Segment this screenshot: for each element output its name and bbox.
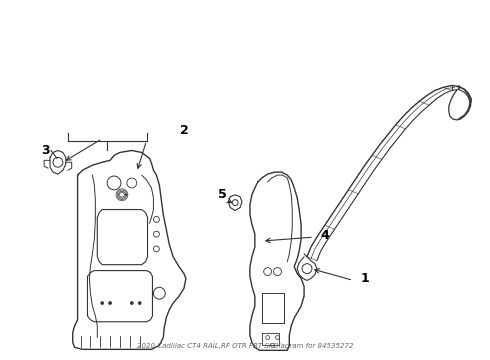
Circle shape: [130, 302, 133, 305]
Text: 1: 1: [360, 272, 369, 285]
Circle shape: [109, 302, 112, 305]
Text: 4: 4: [321, 229, 330, 242]
Circle shape: [101, 302, 104, 305]
Circle shape: [138, 302, 141, 305]
Text: 5: 5: [218, 188, 227, 201]
Text: 2: 2: [179, 124, 188, 137]
Text: 2020 Cadillac CT4 RAIL,RF OTR FRT SI Diagram for 84535272: 2020 Cadillac CT4 RAIL,RF OTR FRT SI Dia…: [137, 343, 353, 349]
Text: 3: 3: [41, 144, 49, 157]
